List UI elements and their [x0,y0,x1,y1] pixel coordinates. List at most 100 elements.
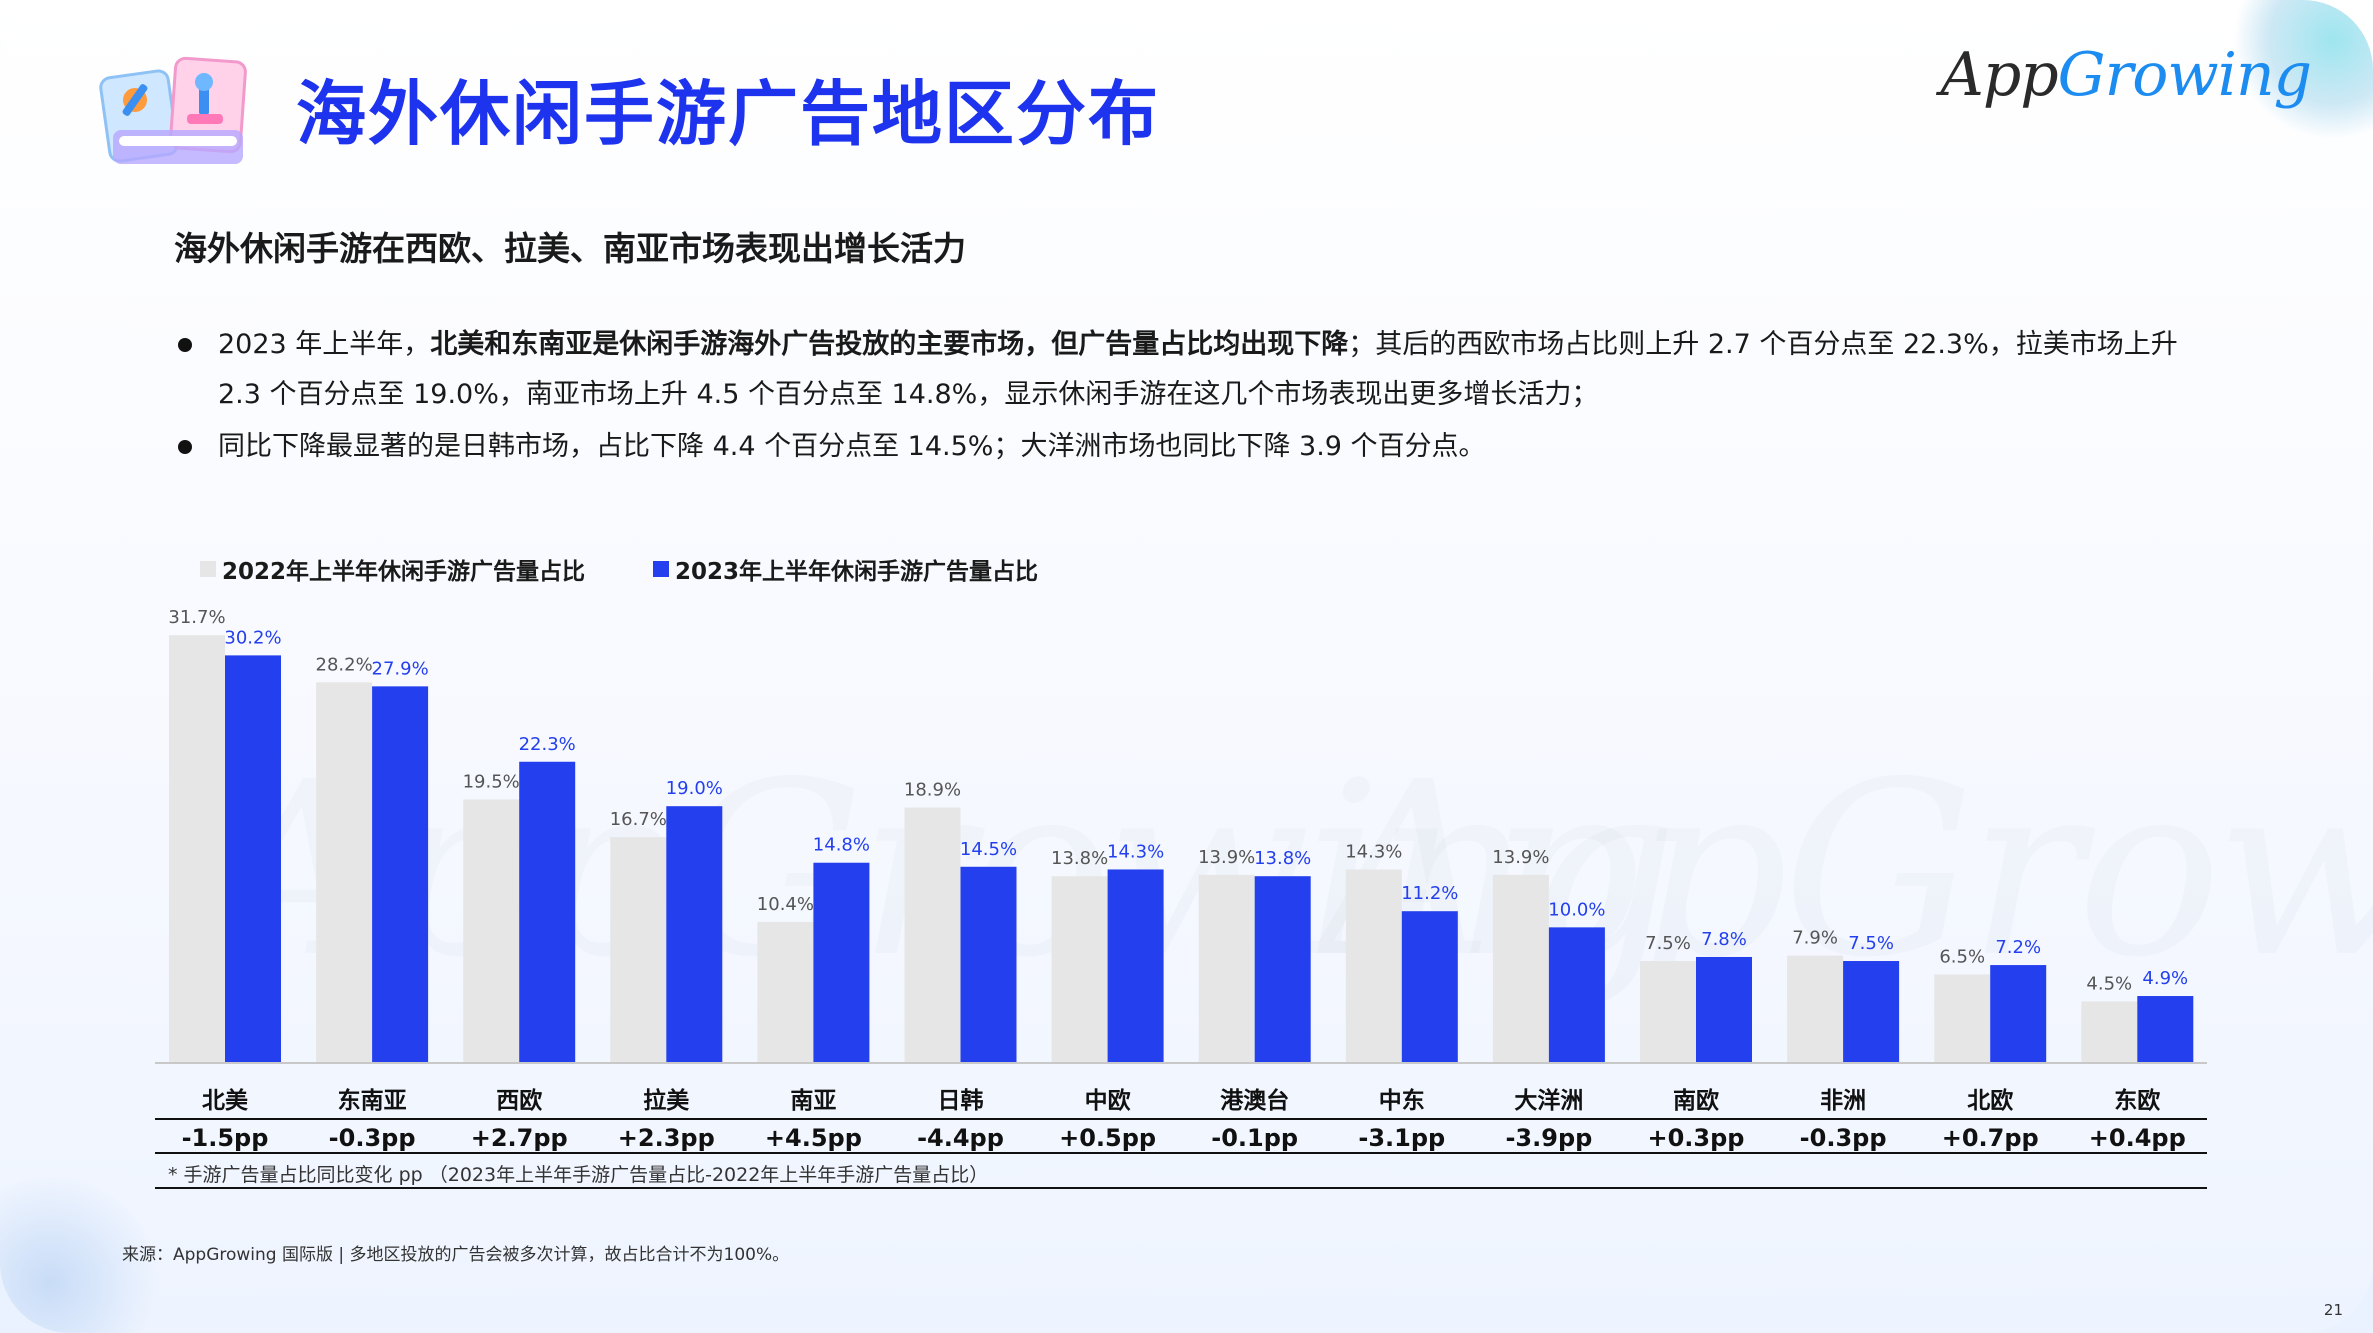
data-label: 7.9% [1792,928,1838,949]
data-label: 14.8% [813,835,870,856]
chart-legend: 2022年上半年休闲手游广告量占比 2023年上半年休闲手游广告量占比 [200,552,1098,586]
bar-2023 [1254,876,1311,1062]
category-label: 拉美 [643,1087,689,1114]
category-label: 东南亚 [338,1087,407,1114]
bar-2022 [1492,874,1549,1062]
data-label: 7.5% [1848,933,1894,954]
data-label: 11.2% [1401,883,1458,904]
category-label: 港澳台 [1220,1087,1289,1114]
bar-2023 [225,655,281,1062]
category-label: 大洋洲 [1514,1087,1583,1114]
bar-2022 [1787,955,1844,1062]
data-label: 27.9% [372,658,429,679]
data-label: 14.3% [1345,841,1402,862]
data-label: 4.9% [2142,968,2188,989]
bullet-item: 同比下降最显著的是日韩市场，占比下降 4.4 个百分点至 14.5%；大洋洲市场… [174,422,2214,472]
bullet-dot-icon [178,440,192,454]
change-label: +0.7pp [1942,1124,2039,1152]
bar-2022 [463,799,520,1062]
page-title: 海外休闲手游广告地区分布 [296,73,1160,155]
change-label: -0.3pp [329,1124,416,1152]
change-label: +0.3pp [1648,1124,1745,1152]
data-label: 28.2% [316,654,373,675]
data-label: 6.5% [1939,946,1985,967]
change-label: -4.4pp [917,1124,1004,1152]
category-label: 中东 [1379,1087,1425,1114]
category-label: 东欧 [2114,1087,2160,1114]
bar-2022 [169,635,225,1062]
legend-swatch-2022 [200,561,216,577]
category-label: 中欧 [1085,1088,1131,1114]
change-label: +4.5pp [765,1124,862,1152]
section-subtitle: 海外休闲手游在西欧、拉美、南亚市场表现出增长活力 [174,229,966,268]
data-label: 14.3% [1107,841,1164,862]
bar-2023 [1401,911,1458,1062]
data-label: 10.4% [757,894,814,915]
bar-2022 [1934,974,1991,1062]
bar-2023 [2137,996,2194,1062]
legend-swatch-2023 [653,561,670,577]
bullet-list: 2023 年上半年，北美和东南亚是休闲手游海外广告投放的主要市场，但广告量占比均… [174,320,2214,472]
footnote: * 手游广告量占比同比变化 pp （2023年上半年手游广告量占比-2022年上… [168,1164,989,1186]
data-label: 4.5% [2086,973,2132,994]
bar-2022 [610,837,667,1062]
data-label: 19.5% [463,771,520,792]
bar-2023 [519,761,576,1062]
bar-2022 [2081,1001,2138,1062]
data-label: 13.9% [1492,847,1549,868]
bar-2023 [666,806,723,1062]
category-label: 北欧 [1967,1088,2013,1114]
data-label: 19.0% [666,778,723,799]
change-label: +0.4pp [2089,1124,2186,1152]
bar-2023 [1107,869,1164,1062]
change-label: +0.5pp [1059,1124,1156,1152]
bar-2022 [1198,874,1255,1062]
page-number: 21 [2323,1301,2343,1319]
data-label: 13.8% [1051,848,1108,869]
game-icon [99,56,247,164]
bar-2023 [372,686,429,1062]
data-label: 10.0% [1548,899,1605,920]
bar-2022 [904,807,961,1062]
bullet-item: 2023 年上半年，北美和东南亚是休闲手游海外广告投放的主要市场，但广告量占比均… [174,320,2214,420]
brand-logo: AppGrowing [1940,40,2313,110]
bar-2023 [1990,965,2047,1062]
data-label: 13.9% [1198,847,1255,868]
change-label: -3.9pp [1505,1124,1592,1152]
category-label: 北美 [202,1087,248,1114]
legend-item: 2023年上半年休闲手游广告量占比 [653,552,1038,586]
bar-2022 [1345,869,1402,1062]
data-label: 18.9% [904,780,961,801]
data-label: 14.5% [960,839,1017,860]
bullet-dot-icon [178,338,192,352]
data-label: 31.7% [168,607,225,628]
bar-2022 [1051,876,1108,1062]
bar-2022 [316,682,373,1062]
data-label: 7.8% [1701,929,1747,950]
data-label: 7.5% [1645,933,1691,954]
category-label: 西欧 [496,1088,542,1114]
data-label: 7.2% [1995,937,2041,958]
bar-2022 [757,921,814,1062]
source-note: 来源：AppGrowing 国际版 | 多地区投放的广告会被多次计算，故占比合计… [122,1245,790,1265]
bar-2023 [1548,927,1605,1062]
category-label: 日韩 [938,1087,984,1114]
change-label: -0.3pp [1800,1124,1887,1152]
bar-2022 [1640,961,1696,1062]
data-label: 30.2% [224,627,281,648]
change-label: +2.3pp [618,1124,715,1152]
change-label: -3.1pp [1358,1124,1445,1152]
bar-2023 [1696,956,1752,1062]
data-label: 16.7% [610,809,667,830]
change-label: +2.7pp [471,1124,568,1152]
bar-2023 [813,862,870,1062]
bar-2023 [1843,961,1900,1062]
change-label: -1.5pp [182,1124,269,1152]
category-label: 南亚 [790,1088,836,1114]
legend-item: 2022年上半年休闲手游广告量占比 [200,552,585,586]
data-label: 13.8% [1254,848,1311,869]
category-label: 非洲 [1820,1088,1866,1114]
category-label: 南欧 [1673,1088,1719,1114]
